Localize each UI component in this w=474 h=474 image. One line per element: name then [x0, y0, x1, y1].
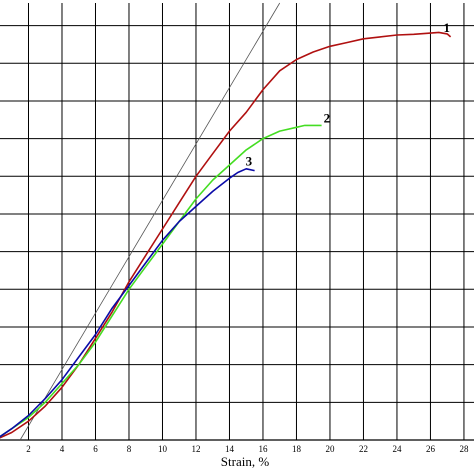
tangent-line-group: [19, 2, 281, 441]
x-tick-label: 14: [225, 444, 235, 454]
x-tick-label: 20: [325, 444, 335, 454]
x-tick-label: 12: [191, 444, 200, 454]
series-line-1: [0, 31, 452, 439]
series-group: [0, 31, 452, 439]
x-tick-label: 18: [292, 444, 302, 454]
x-tick-label: 16: [258, 444, 268, 454]
x-tick-label: 28: [459, 444, 469, 454]
x-tick-label: 8: [127, 444, 132, 454]
series-line-2: [0, 124, 322, 438]
x-tick-label: 2: [26, 444, 31, 454]
curve-label-3: 3: [246, 154, 253, 169]
x-tick-label: 24: [392, 444, 402, 454]
series-line-3: [0, 168, 255, 438]
x-tick-label: 6: [93, 444, 98, 454]
x-tick-label: 22: [359, 444, 368, 454]
x-tick-label: 26: [426, 444, 436, 454]
tangent-line: [19, 2, 281, 441]
x-tick-label: 10: [158, 444, 168, 454]
curve-label-1: 1: [444, 20, 451, 35]
x-tick-labels: 2 4 6 8 10 12 14 16 18 20 22 24 26 28: [26, 444, 469, 454]
curve-labels: 1 2 3: [246, 20, 450, 169]
x-tick-label: 4: [60, 444, 65, 454]
x-axis-title: Strain, %: [221, 454, 270, 469]
grid: [0, 3, 474, 441]
curve-label-2: 2: [324, 110, 331, 125]
